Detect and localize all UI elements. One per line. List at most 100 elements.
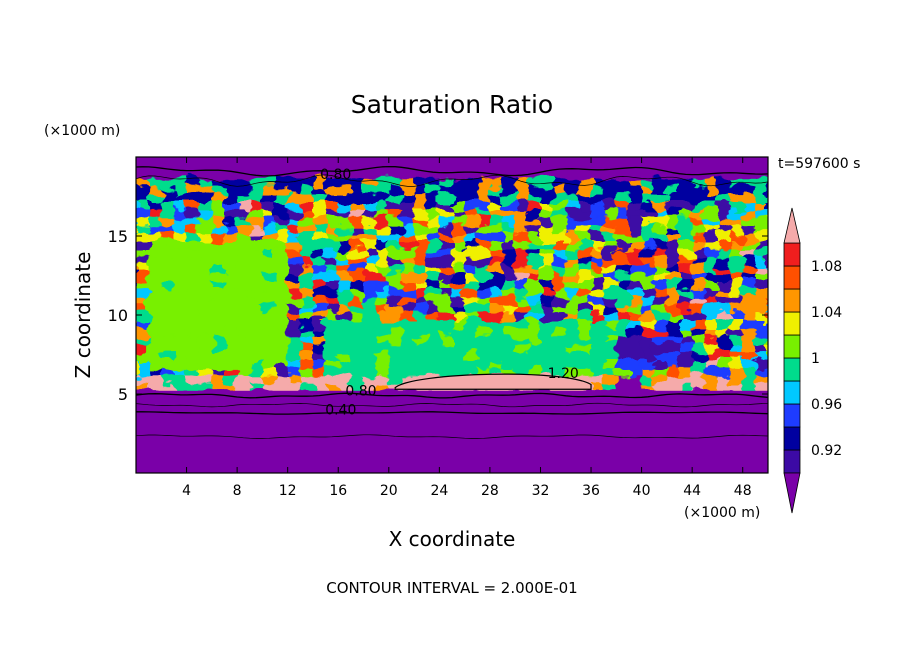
- y-tick-label: 15: [108, 227, 128, 246]
- field-cell: [679, 359, 693, 368]
- field-cell: [136, 319, 150, 329]
- pink-lens: [394, 373, 592, 390]
- field-cell: [591, 209, 605, 218]
- field-cell: [262, 382, 276, 392]
- field-cell: [376, 343, 390, 353]
- field-cell: [300, 319, 314, 329]
- field-cell: [629, 169, 643, 179]
- field-cell: [426, 367, 441, 376]
- field-cell: [768, 336, 781, 345]
- field-cell: [211, 382, 226, 392]
- field-cell: [426, 296, 441, 305]
- field-cell: [275, 256, 289, 266]
- field-cell: [477, 224, 491, 234]
- field-cell: [300, 209, 314, 218]
- field-cell: [186, 335, 200, 345]
- field-cell: [755, 185, 768, 195]
- field-cell: [376, 327, 390, 337]
- field-cell: [300, 367, 314, 376]
- field-cell: [161, 248, 175, 258]
- field-cell: [224, 272, 238, 281]
- field-cell: [313, 256, 327, 266]
- field-cell: [401, 217, 415, 226]
- field-cell: [426, 201, 441, 210]
- field-cell: [768, 249, 781, 258]
- field-cell: [527, 327, 542, 337]
- field-cell: [262, 232, 276, 242]
- field-cell: [376, 256, 390, 266]
- field-cell: [376, 359, 390, 368]
- field-cell: [325, 335, 339, 345]
- field-cell: [426, 217, 441, 226]
- field-cell: [401, 296, 415, 305]
- field-cell: [148, 367, 162, 376]
- field-cell: [464, 217, 478, 226]
- field-cell: [249, 359, 264, 368]
- field-cell: [692, 303, 706, 313]
- contour-line: [136, 402, 768, 408]
- field-cell: [376, 169, 390, 179]
- field-cell: [161, 311, 175, 321]
- field-cell: [173, 343, 188, 353]
- field-cell: [742, 382, 757, 392]
- field-cell: [136, 375, 150, 384]
- field-cell: [742, 272, 757, 281]
- field-cell: [376, 217, 390, 226]
- field-cell: [641, 311, 655, 321]
- field-cell: [452, 232, 466, 242]
- field-cell: [338, 351, 352, 360]
- field-cell: [237, 224, 251, 234]
- field-cell: [641, 288, 655, 297]
- field-cell: [275, 280, 289, 289]
- field-cell: [641, 248, 655, 258]
- field-cell: [237, 248, 251, 258]
- field-cell: [148, 217, 162, 226]
- field-cell: [439, 280, 453, 289]
- field-cell: [211, 359, 226, 368]
- field-cell: [578, 193, 592, 202]
- field-cell: [477, 272, 491, 281]
- field-cell: [755, 280, 768, 289]
- field-cell: [730, 248, 744, 258]
- field-cell: [136, 272, 137, 281]
- field-cell: [489, 264, 504, 274]
- field-cell: [186, 272, 200, 281]
- field-cell: [704, 256, 719, 266]
- field-cell: [527, 224, 542, 234]
- field-cell: [464, 256, 478, 266]
- field-cell: [237, 382, 251, 392]
- field-cell: [742, 367, 757, 376]
- field-cell: [540, 288, 554, 297]
- field-cell: [616, 359, 630, 368]
- field-cell: [325, 232, 339, 242]
- field-cell: [616, 296, 630, 305]
- field-cell: [224, 319, 238, 329]
- field-cell: [742, 288, 757, 297]
- field-cell: [730, 193, 744, 202]
- field-cell: [300, 303, 314, 313]
- field-cell: [199, 359, 213, 368]
- field-cell: [363, 217, 377, 226]
- field-cell: [363, 375, 377, 384]
- field-cell: [287, 240, 302, 250]
- field-cell: [325, 351, 339, 360]
- field-cell: [199, 311, 213, 321]
- field-cell: [300, 375, 314, 384]
- field-cell: [439, 335, 453, 345]
- field-cell: [237, 232, 251, 242]
- field-cell: [173, 288, 188, 297]
- field-cell: [426, 209, 441, 218]
- field-cell: [464, 209, 478, 218]
- field-cell: [249, 248, 264, 258]
- field-cell: [641, 272, 655, 281]
- field-cell: [161, 240, 175, 250]
- field-cell: [477, 280, 491, 289]
- field-cell: [426, 232, 441, 242]
- field-cell: [388, 177, 403, 187]
- field-cell: [300, 351, 314, 360]
- field-cell: [376, 303, 390, 313]
- field-cell: [527, 272, 542, 281]
- field-cell: [262, 248, 276, 258]
- field-cell: [704, 375, 719, 384]
- field-cell: [768, 272, 781, 281]
